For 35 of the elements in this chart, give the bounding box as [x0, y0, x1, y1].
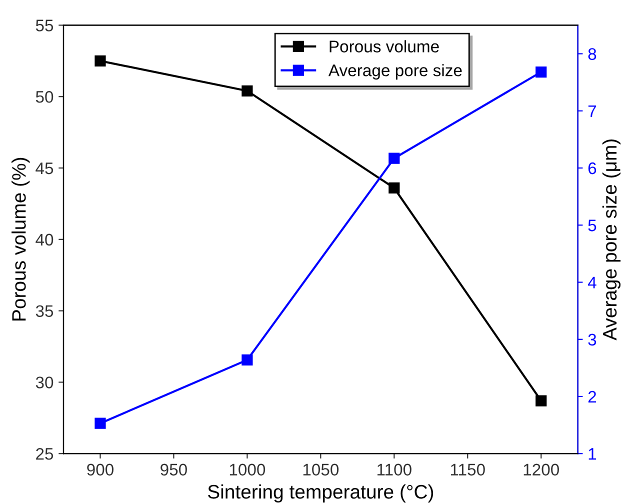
y2-tick-label: 2 [588, 390, 596, 403]
x-tick-label: 1000 [230, 464, 266, 476]
x-tick-label: 1050 [303, 464, 339, 476]
y-tick-label: 50 [36, 91, 54, 103]
x-tick-label: 1200 [524, 464, 559, 476]
x-tick-label: 1150 [450, 464, 485, 476]
y2-tick-label: 6 [588, 162, 596, 174]
point [94, 418, 106, 429]
y-tick-label: 25 [36, 448, 54, 460]
y-tick-label: 55 [36, 20, 54, 32]
y2-tick-label: 4 [588, 276, 596, 288]
y2-tick-label: 7 [588, 105, 596, 117]
y2-tick-label: 5 [588, 220, 596, 232]
legend-label: Average pore size [328, 64, 462, 80]
x-tick-label: 900 [87, 464, 114, 476]
y2-axis-title: Average pore size (μm) [602, 140, 621, 340]
legend-label: Porous volume [330, 40, 439, 52]
y-tick-label: 35 [36, 305, 54, 318]
y2-tick-label: 1 [588, 448, 596, 460]
point [94, 55, 106, 66]
y2-tick-label: 8 [588, 48, 596, 60]
point [242, 354, 253, 366]
x-axis-title: Sintering temperature (°C) [208, 484, 434, 503]
point [242, 85, 253, 96]
point [388, 152, 400, 164]
y2-tick-label: 3 [588, 334, 596, 346]
point [536, 395, 547, 406]
x-tick-label: 950 [160, 464, 187, 476]
y-tick-label: 30 [36, 376, 54, 388]
point [536, 66, 547, 78]
point [388, 182, 400, 194]
x-tick-label: 1100 [378, 464, 412, 476]
y-tick-label: 40 [36, 234, 54, 246]
y-tick-label: 45 [36, 162, 54, 174]
y-axis-title: Porous volume (%) [12, 158, 30, 320]
